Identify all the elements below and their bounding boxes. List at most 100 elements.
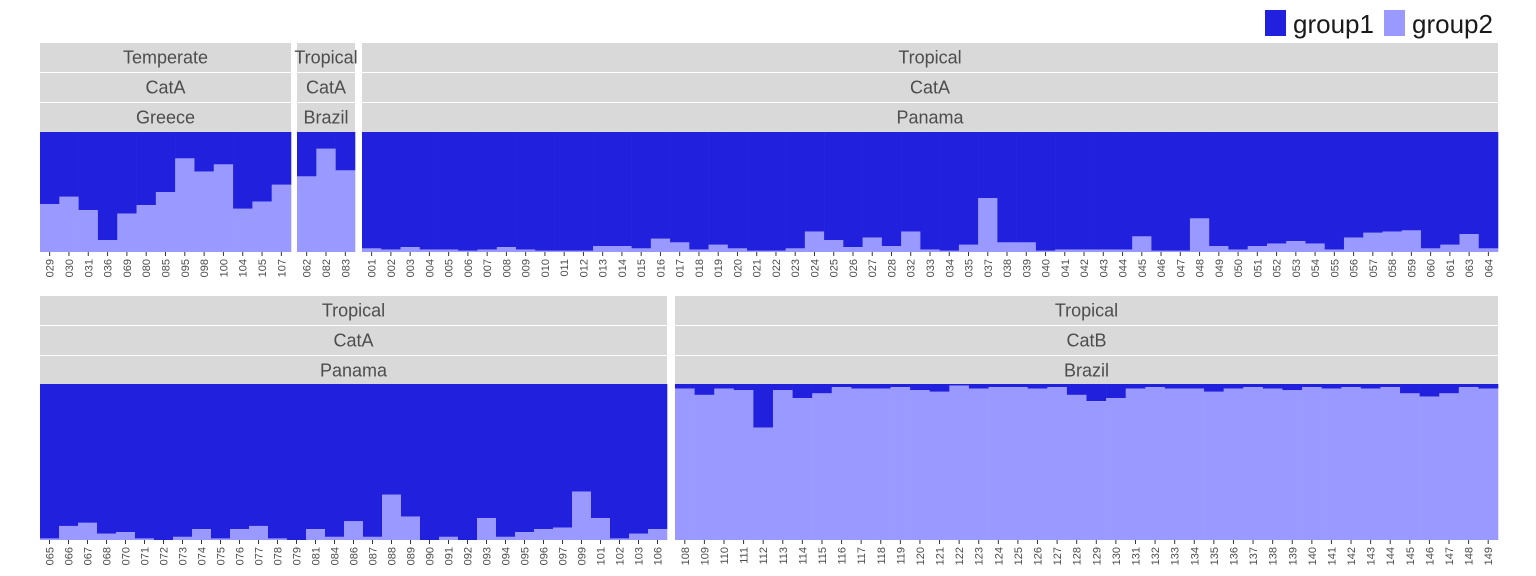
bar-group1	[824, 132, 844, 240]
bar-group1	[40, 132, 60, 204]
bar-group1	[1439, 384, 1460, 394]
bar-group1	[230, 384, 250, 530]
facet-panel: Tropical CatA Brazil 062 082 083	[294, 43, 358, 277]
x-tick-label: 138	[1268, 547, 1280, 565]
bar-group2	[78, 522, 98, 540]
bar-group2	[1360, 388, 1381, 540]
x-tick-label: 078	[273, 547, 285, 565]
x-tick-label: 102	[615, 547, 627, 565]
bar-group1	[477, 132, 498, 250]
bar-group2	[1382, 231, 1403, 252]
x-tick-label: 090	[425, 547, 437, 565]
x-tick-label: 103	[634, 547, 646, 565]
bar-group2	[650, 238, 671, 252]
bar-group2	[516, 249, 536, 252]
bar-group1	[572, 384, 592, 492]
bar-group1	[496, 132, 517, 248]
bar-group2	[1204, 391, 1224, 540]
bar-group2	[1170, 250, 1191, 252]
x-tick-label: 101	[596, 547, 608, 565]
bar-group1	[287, 384, 307, 540]
bar-group1	[1459, 132, 1480, 234]
bar-group2	[804, 231, 825, 252]
bar-group2	[1400, 393, 1420, 540]
x-tick-label: 113	[778, 547, 790, 565]
bar-group2	[958, 244, 979, 252]
bar-group2	[1106, 398, 1126, 540]
x-tick-label: 058	[1387, 259, 1399, 277]
bar-group1	[997, 132, 1017, 243]
bar-group1	[862, 132, 883, 238]
bar-group2	[496, 247, 517, 252]
x-tick-label: 145	[1405, 547, 1417, 565]
bar-group1	[553, 384, 573, 528]
bar-group1	[213, 132, 234, 165]
bar-group2	[1343, 237, 1364, 252]
bar-group2	[870, 388, 891, 540]
bar-group1	[929, 384, 950, 392]
bar-group2	[648, 529, 668, 540]
bar-group2	[1282, 390, 1303, 540]
bar-group2	[249, 525, 269, 540]
facet-strip-label: Brazil	[303, 108, 348, 128]
x-tick-label: 124	[993, 547, 1005, 565]
bar-group2	[458, 250, 478, 252]
bar-group1	[1008, 384, 1029, 388]
bar-group2	[1209, 246, 1229, 252]
bar-group1	[516, 132, 536, 250]
bar-group2	[851, 388, 872, 540]
x-tick-label: 070	[121, 547, 133, 565]
x-tick-label: 131	[1130, 547, 1142, 565]
x-tick-label: 060	[1426, 259, 1438, 277]
bar-group1	[420, 384, 440, 540]
x-tick-label: 065	[45, 547, 57, 565]
bar-group1	[136, 132, 157, 206]
bar-group1	[1016, 132, 1037, 243]
bar-group1	[812, 384, 833, 394]
bar-group2	[766, 250, 786, 252]
facet-strip	[40, 103, 291, 132]
bar-group2	[496, 536, 516, 540]
bar-group1	[958, 132, 979, 245]
x-tick-label: 114	[797, 547, 809, 565]
bar-group1	[1363, 132, 1383, 233]
bar-group1	[554, 132, 575, 251]
bar-group2	[553, 527, 573, 540]
facet-panel: Tropical CatA Panama 065 066 067 068 070 071 072 0…	[40, 296, 668, 565]
bar-group2	[1047, 387, 1068, 540]
bar-group1	[766, 132, 786, 251]
x-tick-label: 003	[405, 259, 417, 277]
x-tick-label: 083	[340, 259, 352, 277]
x-tick-label: 052	[1272, 259, 1284, 277]
bar-group1	[1170, 132, 1191, 251]
x-tick-label: 149	[1483, 547, 1495, 565]
x-tick-label: 064	[1483, 259, 1495, 277]
x-tick-label: 116	[837, 547, 849, 565]
x-tick-label: 132	[1150, 547, 1162, 565]
x-tick-label: 063	[1464, 259, 1476, 277]
bar-group2	[1112, 249, 1133, 252]
x-tick-label: 148	[1464, 547, 1476, 565]
bar-group1	[439, 132, 459, 250]
x-tick-label: 125	[1013, 547, 1025, 565]
bar-group2	[1243, 387, 1264, 540]
bar-group2	[1027, 388, 1048, 540]
bar-group2	[920, 249, 940, 252]
bar-group2	[344, 521, 364, 540]
bar-group1	[910, 384, 931, 391]
facet-panel: Tropical CatB Brazil 108 109 110 111 112 113 114 1…	[675, 296, 1499, 565]
x-tick-label: 021	[752, 259, 764, 277]
x-tick-label: 106	[653, 547, 665, 565]
bar-group1	[381, 132, 401, 250]
bar-group2	[1302, 387, 1322, 540]
bar-group2	[439, 536, 459, 540]
x-tick-label: 024	[809, 259, 821, 277]
x-tick-label: 123	[974, 547, 986, 565]
x-tick-label: 119	[895, 547, 907, 565]
x-tick-label: 077	[254, 547, 266, 565]
bar-group2	[573, 250, 594, 252]
bar-group2	[708, 244, 729, 252]
x-tick-label: 012	[578, 259, 590, 277]
bar-group1	[747, 132, 767, 251]
bar-group1	[881, 132, 902, 246]
